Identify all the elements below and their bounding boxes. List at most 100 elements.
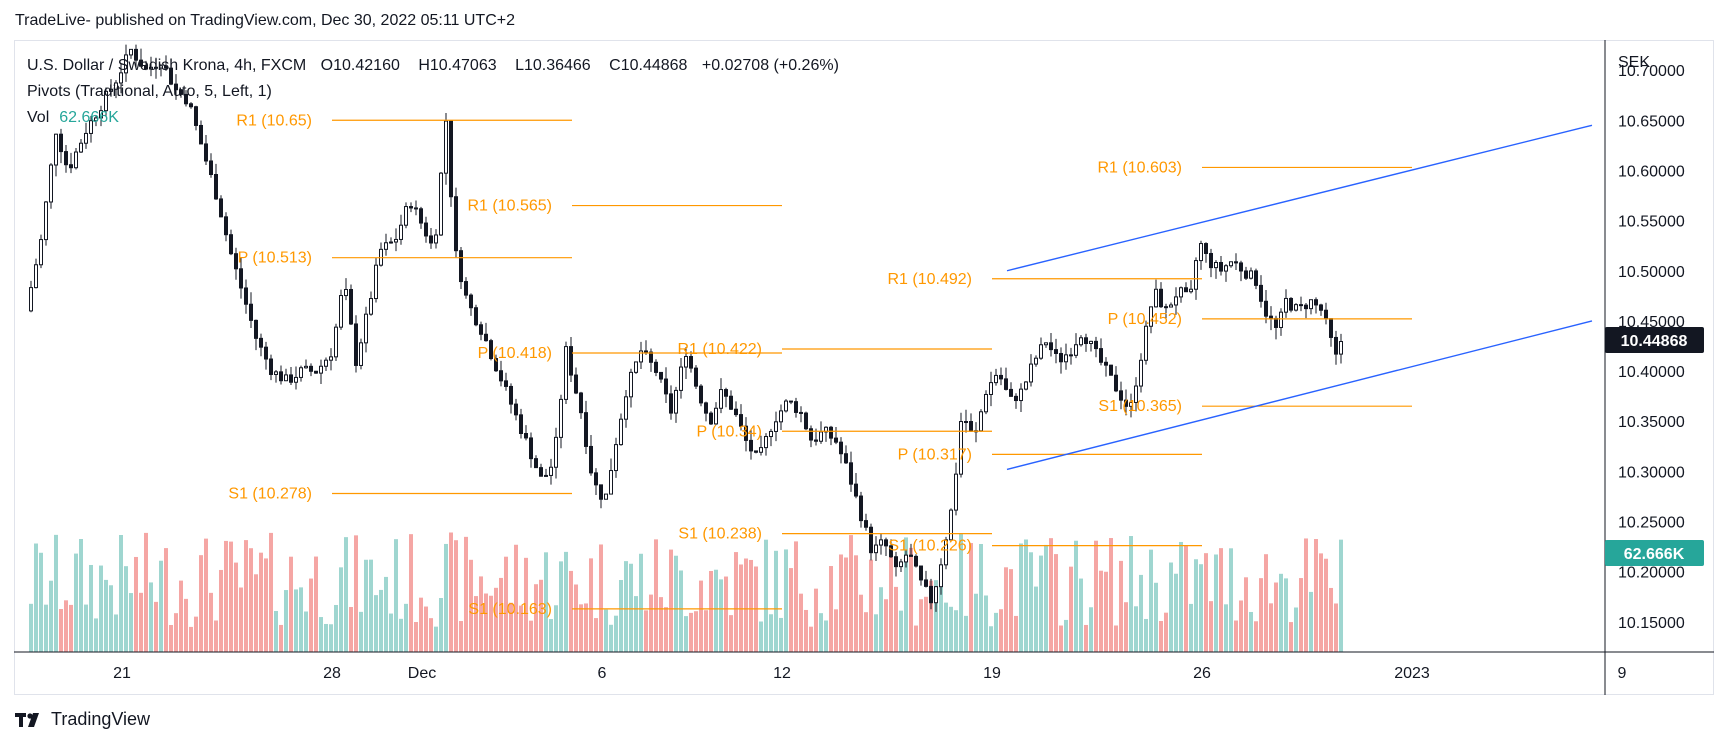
candle-body (249, 303, 253, 321)
candle-body (814, 439, 818, 442)
candle-body (1104, 361, 1108, 366)
volume-bar (454, 540, 458, 652)
volume-bar (34, 543, 38, 652)
candle-body (1334, 336, 1338, 355)
volume-bar (329, 624, 333, 652)
candle-body (884, 539, 888, 547)
volume-bar (519, 605, 523, 652)
candle-body (1094, 340, 1098, 350)
candle-body (1189, 288, 1193, 293)
current-price-label: 10.44868 (1621, 333, 1688, 350)
candle-body (394, 238, 398, 243)
candle-body (634, 361, 638, 373)
volume-bar (514, 544, 518, 652)
pivots-indicator-label[interactable]: Pivots (Traditional, Auto, 5, Left, 1) (27, 83, 272, 100)
candle-body (344, 289, 348, 297)
volume-bar (364, 559, 368, 652)
volume-bar (1209, 601, 1213, 652)
candle-body (524, 433, 528, 439)
candle-body (1139, 359, 1143, 387)
volume-bar (159, 560, 163, 652)
volume-bar (349, 607, 353, 652)
candle-body (399, 224, 403, 240)
trend-channel (1006, 124, 1593, 471)
candle-body (574, 374, 578, 394)
candle-body (904, 554, 908, 563)
volume-bar (914, 625, 918, 652)
candle-body (59, 133, 63, 153)
volume-bar (954, 610, 958, 652)
candle-body (39, 239, 43, 266)
volume-bar (1264, 554, 1268, 652)
chart-pane[interactable] (14, 40, 1714, 695)
candle-body (979, 411, 983, 432)
candle-body (964, 421, 968, 424)
volume-bar (394, 539, 398, 652)
volume-bar (889, 552, 893, 652)
candle-body (1039, 344, 1043, 359)
candle-body (414, 207, 418, 210)
candle-body (334, 326, 338, 358)
volume-bar (1184, 545, 1188, 652)
volume-bar (139, 592, 143, 652)
volume-bar (479, 576, 483, 652)
volume-bar (714, 569, 718, 652)
candle-body (364, 313, 368, 344)
candle-body (1209, 252, 1213, 269)
time-tick-label: 26 (1193, 665, 1211, 682)
volume-bar (1314, 539, 1318, 652)
price-tick-label: 10.20000 (1618, 565, 1685, 582)
candle-body (1024, 381, 1028, 390)
candle-body (504, 380, 508, 387)
volume-bar (674, 555, 678, 652)
pivots-row[interactable]: Pivots (Traditional, Auto, 5, Left, 1) (27, 79, 839, 105)
volume-bar (679, 570, 683, 652)
candle-body (659, 371, 663, 380)
candle-body (1114, 374, 1118, 392)
volume-bar (244, 540, 248, 652)
candle-body (819, 431, 823, 442)
volume-bar (214, 620, 218, 652)
candle-body (1074, 344, 1078, 356)
candle-body (134, 48, 138, 61)
candle-body (499, 370, 503, 382)
volume-bar (689, 612, 693, 652)
volume-indicator-label[interactable]: Vol (27, 109, 50, 126)
volume-bar (294, 589, 298, 652)
volume-bar (1004, 567, 1008, 652)
volume-bar (104, 579, 108, 652)
volume-bar (774, 550, 778, 652)
footer-brand[interactable]: TradingView (15, 709, 150, 730)
volume-bar (884, 599, 888, 652)
volume-bar (864, 612, 868, 652)
candle-body (69, 164, 73, 169)
candle-body (894, 556, 898, 568)
price-candles (29, 44, 1343, 612)
volume-bar (989, 626, 993, 652)
candle-body (859, 495, 863, 522)
candle-body (114, 82, 118, 90)
volume-row[interactable]: Vol 62.666K (27, 105, 839, 131)
volume-bar (319, 617, 323, 652)
volume-bar (254, 574, 258, 652)
candle-body (1194, 260, 1198, 290)
candle-body (1299, 304, 1303, 307)
volume-bar (434, 626, 438, 652)
candle-body (1224, 265, 1228, 272)
volume-bar (339, 567, 343, 652)
volume-bar (974, 593, 978, 652)
candle-body (204, 143, 208, 162)
volume-bar (1159, 620, 1163, 652)
volume-bar (1044, 544, 1048, 652)
volume-bar (1244, 577, 1248, 652)
volume-bar (1289, 622, 1293, 652)
candle-body (94, 117, 98, 122)
candle-body (99, 110, 103, 119)
pivot-label: P (10.513) (238, 250, 312, 267)
channel-lower-line (1006, 320, 1593, 471)
candle-body (264, 346, 268, 360)
volume-bar (869, 559, 873, 652)
candle-body (1329, 318, 1333, 338)
volume-bar (54, 534, 58, 652)
